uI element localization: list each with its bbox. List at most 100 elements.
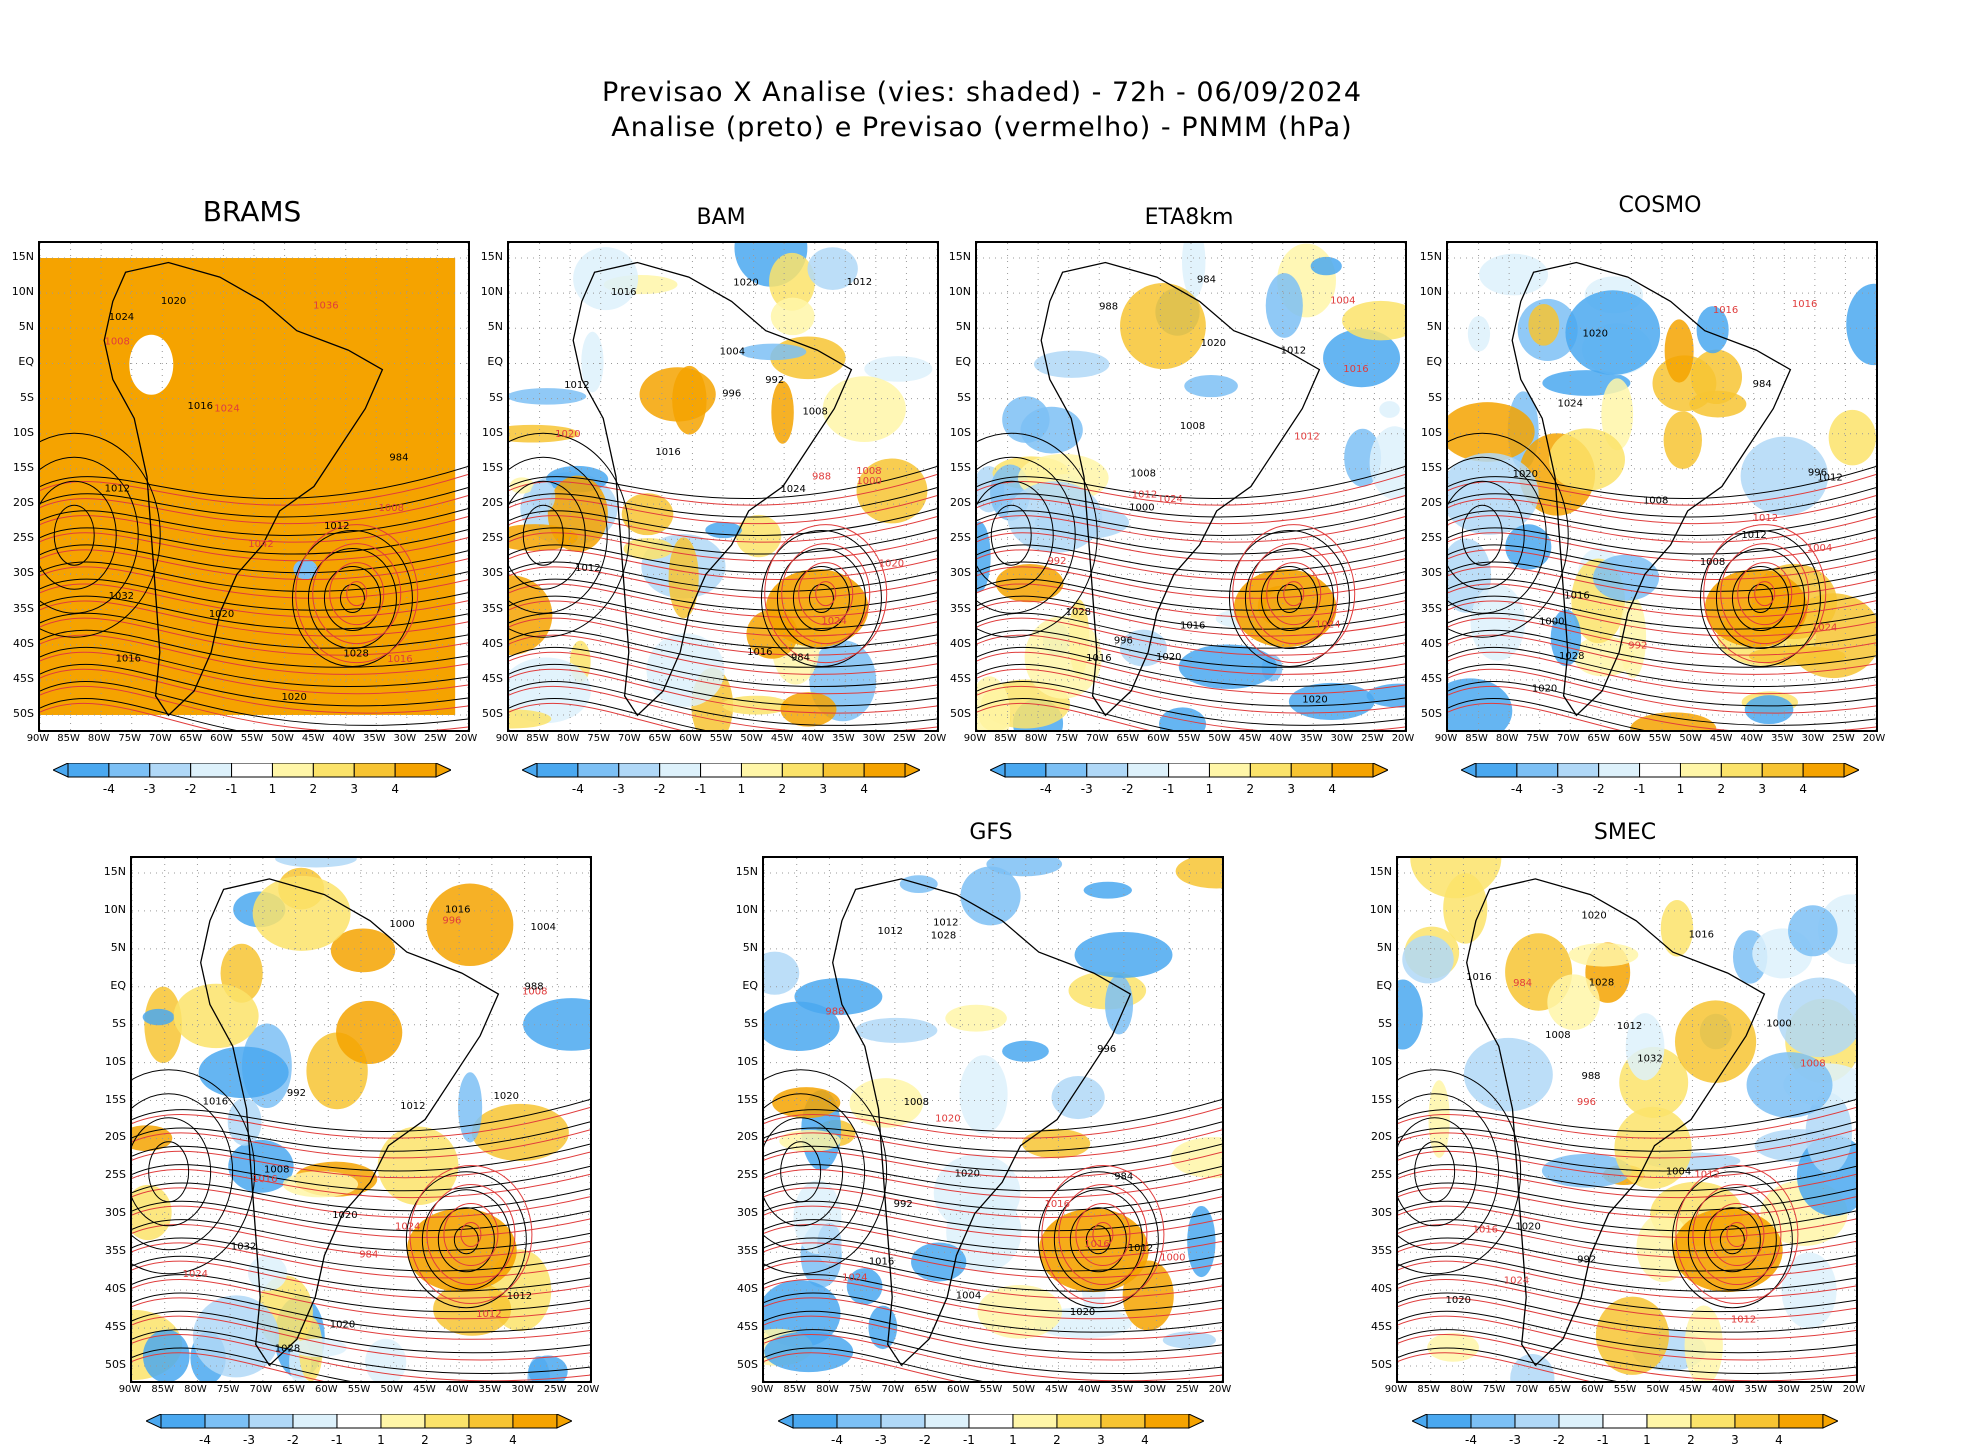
contour-label: 1020 — [1515, 1222, 1540, 1233]
lon-tick-label: 75W — [848, 1384, 872, 1395]
colorbar-tick-label: -2 — [287, 1433, 299, 1447]
lon-tick-label: 70W — [1515, 1384, 1539, 1395]
contour-label: 1008 — [904, 1097, 929, 1108]
colorbar-tick-label: -3 — [1509, 1433, 1521, 1447]
contour-label: 1016 — [1473, 1225, 1498, 1236]
lat-tick-label: 35S — [737, 1244, 758, 1258]
lon-tick-label: 40W — [801, 733, 825, 744]
contour-label: 1020 — [1581, 910, 1606, 921]
lon-tick-label: 35W — [362, 733, 386, 744]
lat-tick-label: 5N — [955, 320, 971, 334]
colorbar-tick-label: -1 — [963, 1433, 975, 1447]
lat-tick-label: 20S — [13, 496, 34, 510]
lon-tick-label: 60W — [946, 1384, 970, 1395]
lat-tick-label: 25S — [482, 531, 503, 545]
lat-tick-label: 15S — [482, 460, 503, 474]
lon-tick-label: 70W — [1556, 733, 1580, 744]
lat-tick-label: 40S — [105, 1282, 126, 1296]
contour-label: 1016 — [655, 447, 680, 458]
lat-tick-label: EQ — [955, 355, 971, 369]
lat-tick-label: EQ — [18, 355, 34, 369]
colorbar-tick-label: -2 — [919, 1433, 931, 1447]
contour-label: 984 — [1197, 274, 1216, 285]
contour-label: 1004 — [720, 346, 745, 357]
colorbar-tick-label: -2 — [1553, 1433, 1565, 1447]
lon-tick-label: 45W — [413, 1384, 436, 1395]
contour-label: 988 — [825, 1006, 844, 1017]
lon-tick-label: 55W — [1648, 733, 1672, 744]
contour-label: 1016 — [1086, 653, 1111, 664]
lat-tick-label: EQ — [1426, 355, 1442, 369]
panel-title-cosmo: COSMO — [1618, 193, 1702, 218]
colorbar-tick-label: -3 — [613, 782, 625, 796]
contour-label: 988 — [1099, 302, 1118, 313]
contour-label: 984 — [1114, 1171, 1133, 1182]
contour-label: 992 — [1577, 1255, 1596, 1266]
lat-tick-label: 50S — [105, 1358, 126, 1371]
contour-label: 1028 — [343, 648, 368, 659]
contour-label: 1000 — [1539, 617, 1564, 628]
contour-label: 1012 — [847, 277, 872, 288]
lon-tick-label: 65W — [914, 1384, 937, 1395]
lat-tick-label: 40S — [1371, 1282, 1392, 1296]
contour-label: 1020 — [955, 1168, 980, 1179]
colorbar-tick-label: 3 — [350, 782, 358, 796]
panel-title-brams: BRAMS — [202, 195, 302, 228]
contour-label: 1020 — [1513, 469, 1538, 480]
lon-tick-label: 20W — [1208, 1384, 1232, 1395]
contour-label: 1020 — [281, 692, 306, 703]
lat-tick-label: 15N — [103, 865, 126, 878]
contour-label: 992 — [287, 1088, 306, 1099]
contour-label: 1028 — [931, 930, 956, 941]
colorbar-tick-label: -4 — [103, 782, 115, 796]
lat-tick-label: 40S — [737, 1282, 758, 1296]
contour-label: 1008 — [1700, 557, 1725, 568]
lat-tick-label: 15S — [950, 460, 971, 474]
colorbar-tick-label: 1 — [1643, 1433, 1651, 1447]
lat-tick-label: 35S — [950, 601, 971, 615]
colorbar-tick-label: -1 — [226, 782, 238, 796]
lat-tick-label: 35S — [1371, 1244, 1392, 1258]
colorbar-tick-label: -4 — [572, 782, 584, 796]
lat-tick-label: 45S — [950, 671, 971, 685]
lon-tick-label: 70W — [881, 1384, 905, 1395]
contour-label: 1020 — [209, 609, 234, 620]
lon-tick-label: 80W — [184, 1384, 207, 1395]
colorbar-tick-label: 1 — [1009, 1433, 1017, 1447]
lon-tick-label: 65W — [179, 733, 203, 744]
contour-label: 984 — [389, 453, 408, 464]
contour-label: 1016 — [869, 1256, 894, 1267]
lon-tick-label: 70W — [1085, 733, 1109, 744]
colorbar-tick-label: 2 — [1247, 782, 1255, 796]
lon-tick-label: 45W — [770, 733, 794, 744]
map-panel-gfs: 1012 1016 1008 1020 1024 1028 1012 1016 1020 1004… — [762, 856, 1224, 1383]
panel-title-smec: SMEC — [1593, 820, 1657, 845]
lon-tick-label: 65W — [1587, 733, 1611, 744]
contour-label: 1008 — [379, 503, 404, 514]
lat-tick-label: 50S — [737, 1358, 758, 1371]
contour-label: 1028 — [1589, 977, 1614, 988]
lon-tick-label: 40W — [1269, 733, 1293, 744]
contour-label: 1012 — [507, 1291, 532, 1302]
lon-tick-label: 60W — [1580, 1384, 1604, 1395]
contour-label: 1020 — [879, 558, 904, 569]
contour-label: 1016 — [1466, 972, 1491, 983]
colorbar-tick-label: -2 — [1122, 782, 1134, 796]
contour-label: 1024 — [109, 312, 134, 323]
colorbar-tick-label: -2 — [1593, 782, 1605, 796]
contour-label: 1004 — [1666, 1167, 1691, 1178]
colorbar-tick-label: -3 — [1552, 782, 1564, 796]
lon-tick-label: 20W — [923, 733, 947, 744]
map-panel-brams: 1012 1008 1016 1020 1024 1028 1032 1036 1016 1020… — [38, 241, 470, 732]
lon-tick-label: 75W — [118, 733, 142, 744]
contour-label: 1020 — [1302, 695, 1327, 706]
lat-tick-label: 35S — [482, 601, 503, 615]
colorbar-tick-label: 3 — [1097, 1433, 1105, 1447]
lon-tick-label: 70W — [249, 1384, 273, 1395]
lat-tick-label: 5N — [742, 940, 758, 954]
contour-label: 1012 — [1741, 530, 1766, 541]
lat-tick-label: 10N — [1369, 902, 1392, 916]
lon-tick-label: 80W — [1495, 733, 1519, 744]
lat-tick-label: 45S — [737, 1320, 758, 1334]
contour-label: 1016 — [611, 287, 636, 298]
